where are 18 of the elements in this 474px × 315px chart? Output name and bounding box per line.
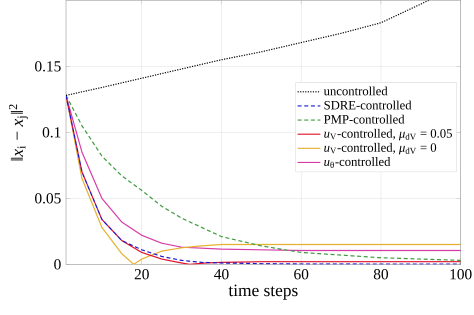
x-axis-title: time steps: [228, 284, 298, 300]
legend-label: u$_{θ}$-controlled: [324, 157, 390, 168]
legend-label: u$_{V}$-controlled, μ$_{dV}$ = 0.05: [324, 128, 452, 140]
x-tick-label: 20: [134, 269, 149, 280]
y-tick-label: 0.15: [35, 61, 61, 72]
legend-label: PMP-controlled: [324, 114, 404, 124]
y-tick-label: 0.05: [35, 193, 61, 204]
x-tick-label: 40: [214, 269, 229, 280]
y-tick-label: 0.1: [42, 127, 60, 138]
legend-label: u$_{V}$-controlled, μ$_{dV}$ = 0: [324, 142, 436, 154]
x-tick-label: 100: [450, 269, 472, 280]
x-tick-label: 80: [374, 269, 388, 280]
legend-label: uncontrolled: [324, 86, 388, 96]
y-tick-label: 0: [54, 259, 61, 270]
y-axis-title: ‖x$_{i}$ − x$_{j}$‖$^{2}$: [9, 104, 28, 160]
x-tick-label: 60: [294, 269, 308, 280]
line-series: [66, 0, 430, 96]
legend-label: SDRE-controlled: [324, 100, 412, 110]
